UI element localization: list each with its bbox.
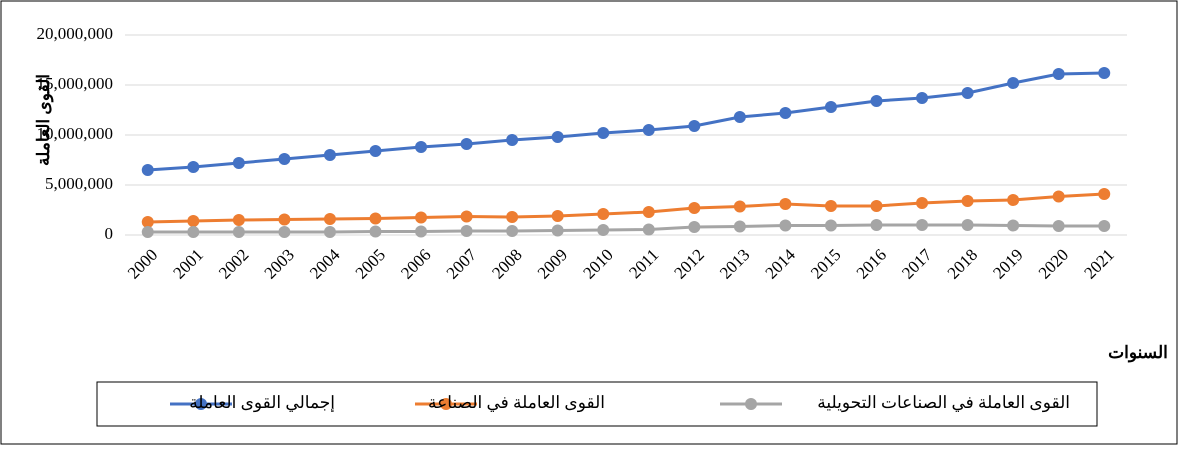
y-tick-label: 15,000,000 <box>37 74 114 93</box>
series-marker <box>415 211 428 224</box>
series-marker <box>278 153 291 165</box>
series-marker <box>506 134 519 146</box>
legend-label: القوى العاملة في الصناعات التحويلية <box>817 393 1070 413</box>
series-marker <box>824 101 837 113</box>
series-marker <box>1052 220 1065 232</box>
series-marker <box>779 219 792 232</box>
series-marker <box>688 221 701 233</box>
series-marker <box>824 200 837 212</box>
series-marker <box>369 225 382 238</box>
series-marker <box>506 225 519 237</box>
series-marker <box>369 212 382 225</box>
series-marker <box>733 220 746 233</box>
series-marker <box>506 211 519 223</box>
series-marker <box>961 87 974 99</box>
series-marker <box>688 202 701 214</box>
series-marker <box>916 92 929 104</box>
series-marker <box>1098 67 1111 79</box>
series-marker <box>323 213 336 225</box>
x-axis-label: السنوات <box>1108 343 1168 363</box>
series-marker <box>733 111 746 123</box>
y-tick-label: 20,000,000 <box>37 24 114 43</box>
legend-label: القوى العاملة في الصناعة <box>428 393 605 413</box>
legend-label: إجمالي القوى العاملة <box>189 393 335 413</box>
legend-marker <box>745 398 757 410</box>
series-marker <box>415 225 428 238</box>
legend-marker <box>195 398 207 410</box>
series-marker <box>141 216 154 228</box>
series-marker <box>187 226 200 238</box>
series-marker <box>1007 194 1020 206</box>
series-marker <box>688 120 701 132</box>
series-marker <box>551 224 564 237</box>
series-marker <box>460 138 473 150</box>
series-marker <box>141 164 154 176</box>
series-marker <box>232 226 245 238</box>
series-marker <box>870 219 883 231</box>
series-marker <box>779 107 792 119</box>
series-marker <box>733 200 746 213</box>
series-marker <box>460 225 473 237</box>
series-marker <box>1007 77 1020 89</box>
series-marker <box>415 141 428 153</box>
series-marker <box>961 195 974 207</box>
series-marker <box>824 219 837 232</box>
series-marker <box>278 226 291 238</box>
series-marker <box>642 206 655 218</box>
series-marker <box>870 200 883 212</box>
series-marker <box>642 223 655 236</box>
series-marker <box>597 224 610 236</box>
series-marker <box>870 95 883 107</box>
series-marker <box>597 127 610 139</box>
series-marker <box>1052 190 1065 203</box>
series-marker <box>278 213 291 226</box>
series-marker <box>187 215 200 227</box>
y-tick-label: 10,000,000 <box>37 124 114 143</box>
series-marker <box>232 157 245 169</box>
legend-marker <box>440 398 452 410</box>
series-marker <box>551 131 564 143</box>
series-marker <box>323 226 336 238</box>
series-marker <box>187 161 200 173</box>
series-marker <box>323 149 336 161</box>
series-line <box>147 223 1105 234</box>
series-marker <box>961 219 974 231</box>
series-marker <box>460 210 473 223</box>
y-tick-label: 0 <box>105 224 114 243</box>
series-marker <box>551 210 564 222</box>
series-marker <box>1007 219 1020 232</box>
series-marker <box>1052 68 1065 80</box>
series-marker <box>141 226 154 238</box>
series-marker <box>1098 188 1111 200</box>
series-line <box>147 71 1105 172</box>
series-line <box>147 192 1105 224</box>
series-marker <box>916 197 929 209</box>
series-marker <box>779 198 792 210</box>
series-marker <box>597 208 610 220</box>
series-marker <box>1098 220 1111 232</box>
legend-box <box>96 381 1098 427</box>
y-axis-label: القوى العاملة <box>34 74 54 166</box>
series-marker <box>369 145 382 157</box>
series-marker <box>916 219 929 231</box>
y-tick-label: 5,000,000 <box>45 174 113 193</box>
series-marker <box>642 124 655 136</box>
series-marker <box>232 214 245 226</box>
